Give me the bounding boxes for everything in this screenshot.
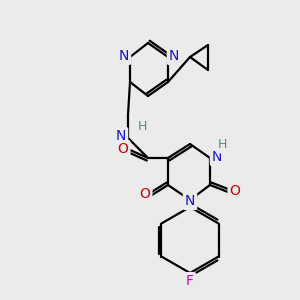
Text: F: F xyxy=(186,274,194,288)
Text: N: N xyxy=(116,129,126,143)
Text: N: N xyxy=(185,194,195,208)
Text: H: H xyxy=(137,119,147,133)
Text: O: O xyxy=(140,187,150,201)
Text: N: N xyxy=(212,150,222,164)
Text: H: H xyxy=(217,139,227,152)
Text: O: O xyxy=(118,142,128,156)
Text: O: O xyxy=(230,184,240,198)
Text: N: N xyxy=(169,49,179,63)
Text: N: N xyxy=(119,49,129,63)
